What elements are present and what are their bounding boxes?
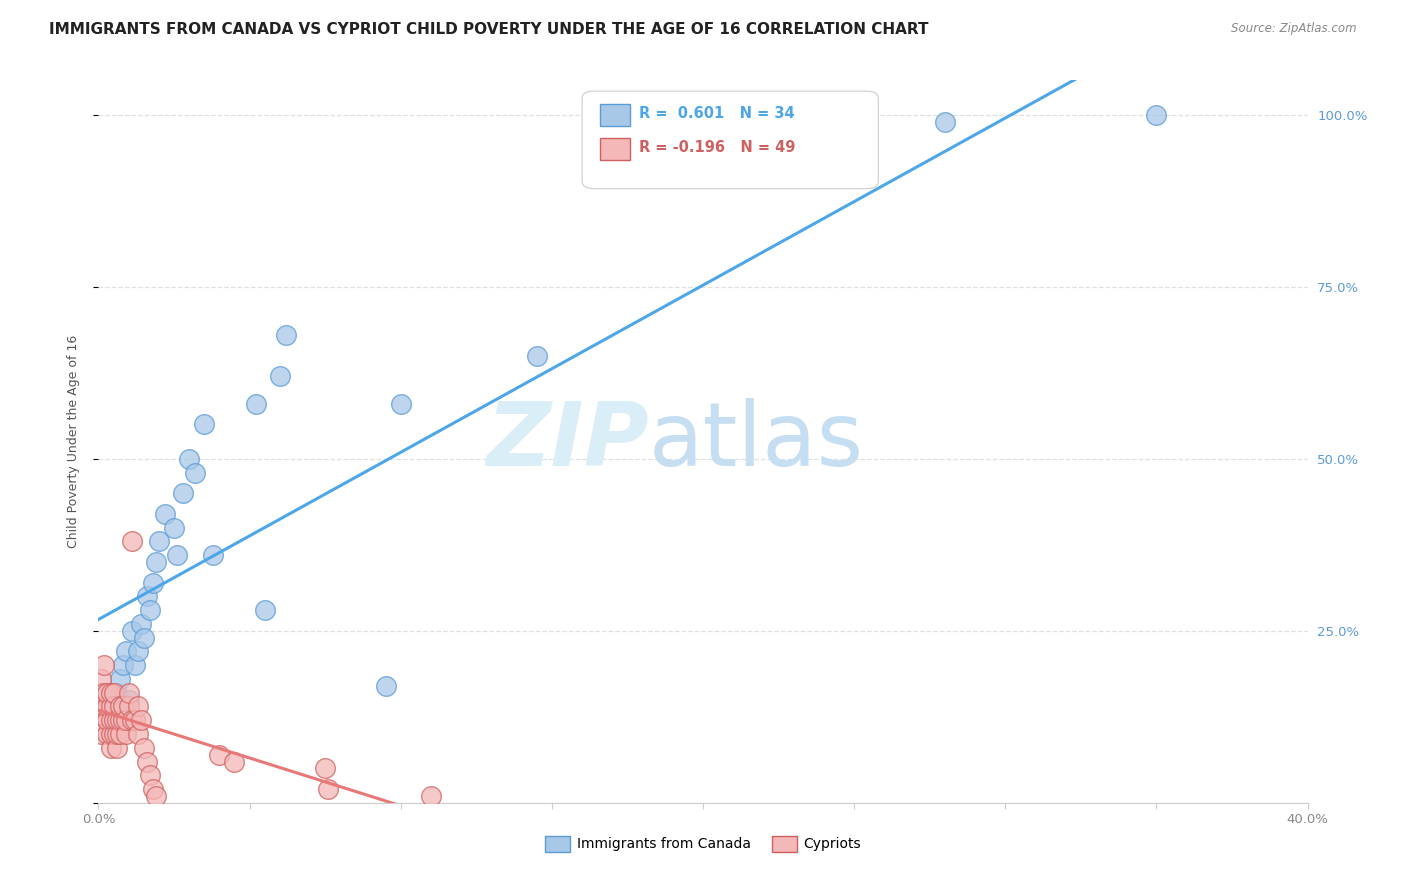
Point [193,417,215,432]
Text: R =  0.601   N = 34: R = 0.601 N = 34 [638,105,794,120]
Point [166,548,188,562]
Point [105,740,128,755]
Point [108,727,131,741]
Text: R = -0.196   N = 49: R = -0.196 N = 49 [638,140,796,155]
Point [208,747,231,762]
Point [526,349,548,363]
Point [316,782,339,797]
Point [100,727,122,741]
Point [389,397,412,411]
Point [245,397,267,411]
Point [93,658,115,673]
Point [148,534,170,549]
Text: ZIP: ZIP [486,398,648,485]
Point [96,686,118,700]
Legend: Immigrants from Canada, Cypriots: Immigrants from Canada, Cypriots [540,830,866,857]
Point [139,768,162,782]
Point [132,631,155,645]
Point [172,486,194,500]
Point [274,327,297,342]
Point [142,575,165,590]
Point [129,616,152,631]
Point [100,686,122,700]
Point [153,507,176,521]
Text: IMMIGRANTS FROM CANADA VS CYPRIOT CHILD POVERTY UNDER THE AGE OF 16 CORRELATION : IMMIGRANTS FROM CANADA VS CYPRIOT CHILD … [49,22,929,37]
Point [108,699,131,714]
Point [184,466,207,480]
Point [121,713,143,727]
Point [269,369,291,384]
Point [87,699,110,714]
Point [127,644,149,658]
Point [118,699,141,714]
Text: atlas: atlas [648,398,863,485]
FancyBboxPatch shape [582,91,879,189]
Point [1144,108,1167,122]
Point [100,740,122,755]
Point [114,727,136,741]
Y-axis label: Child Poverty Under the Age of 16: Child Poverty Under the Age of 16 [67,334,80,549]
Point [108,713,131,727]
Text: Source: ZipAtlas.com: Source: ZipAtlas.com [1232,22,1357,36]
Point [96,727,118,741]
Point [118,686,141,700]
FancyBboxPatch shape [600,104,630,126]
Point [202,548,225,562]
Point [103,686,125,700]
Point [87,713,110,727]
Point [135,590,157,604]
Point [135,755,157,769]
Point [111,658,134,673]
Point [145,555,167,569]
Point [179,451,201,466]
Point [132,740,155,755]
Point [105,713,128,727]
Point [100,713,122,727]
Point [103,713,125,727]
Point [96,699,118,714]
Point [90,727,112,741]
Point [127,699,149,714]
FancyBboxPatch shape [600,138,630,160]
Point [374,679,396,693]
Point [253,603,276,617]
Point [145,789,167,803]
Point [103,727,125,741]
Point [163,520,186,534]
Point [124,658,146,673]
Point [118,692,141,706]
Point [224,755,246,769]
Point [111,713,134,727]
Point [111,699,134,714]
Point [420,789,443,803]
Point [121,534,143,549]
Point [314,761,336,775]
Point [93,686,115,700]
Point [139,603,162,617]
Point [129,713,152,727]
Point [90,686,112,700]
Point [114,713,136,727]
Point [124,713,146,727]
Point [100,699,122,714]
Point [934,114,956,128]
Point [142,782,165,797]
Point [105,727,128,741]
Point [96,713,118,727]
Point [127,727,149,741]
Point [105,686,128,700]
Point [93,699,115,714]
Point [114,644,136,658]
Point [103,699,125,714]
Point [100,699,122,714]
Point [103,713,125,727]
Point [121,624,143,638]
Point [90,672,112,686]
Point [108,672,131,686]
